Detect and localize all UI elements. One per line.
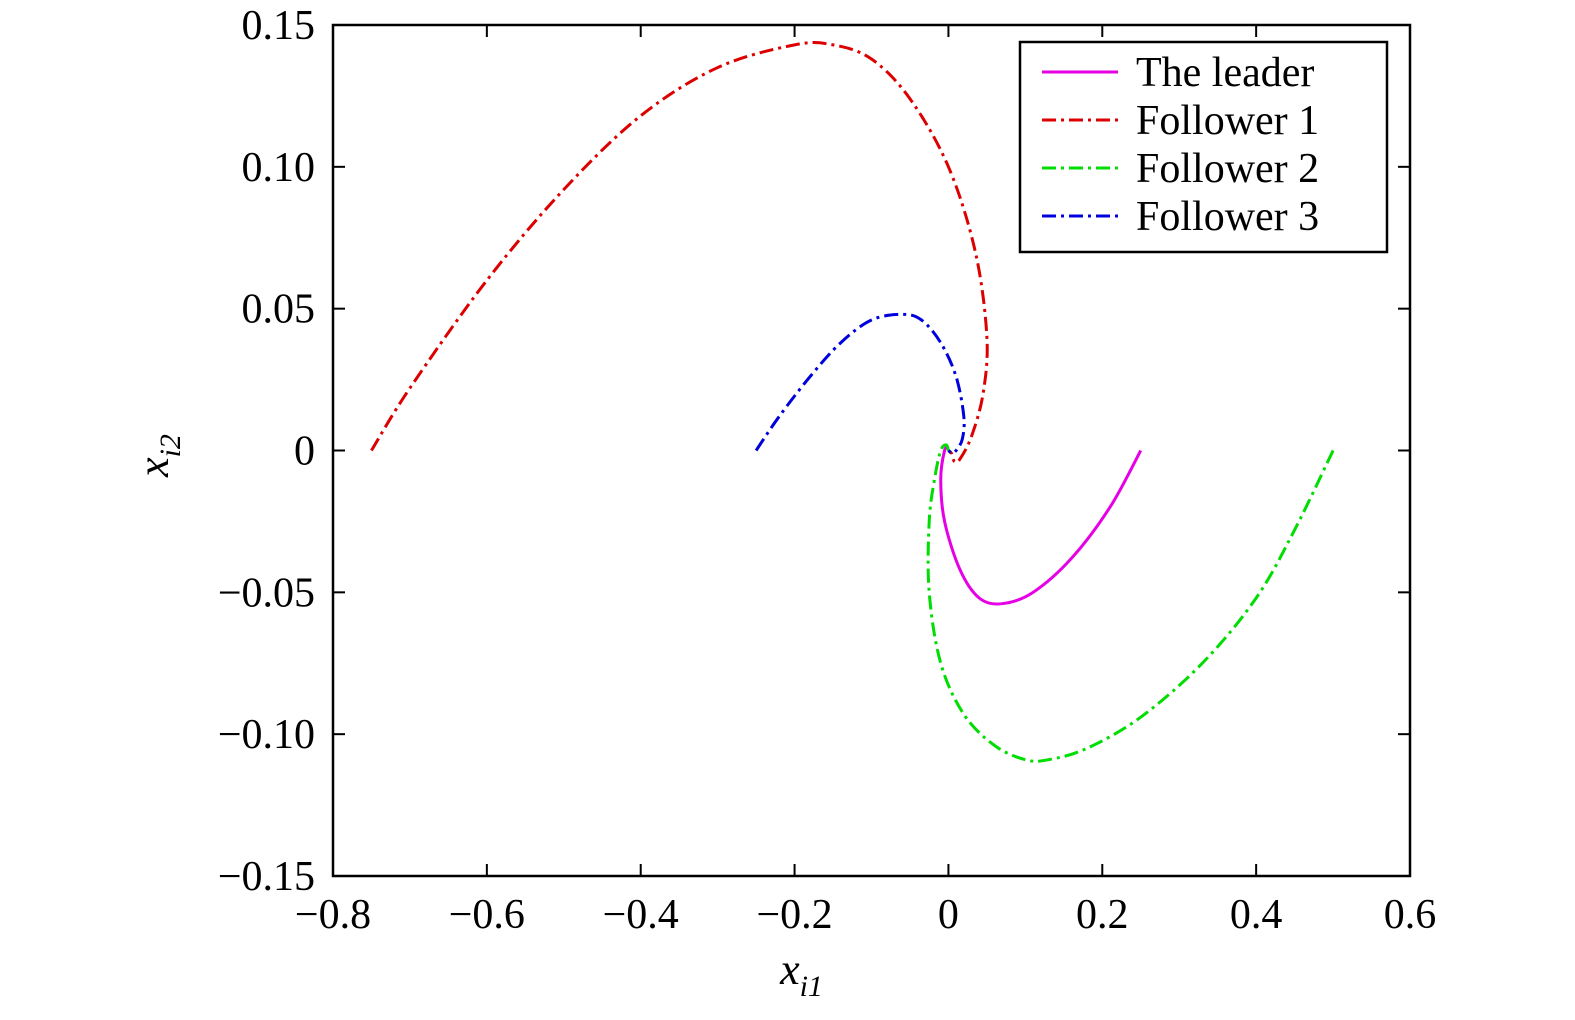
series-line-4	[754, 312, 966, 455]
x-tick-label: −0.6	[449, 892, 525, 938]
x-tick-label: 0.6	[1384, 892, 1437, 938]
y-tick-label: −0.10	[218, 712, 315, 758]
x-tick-label: 0.2	[1076, 892, 1129, 938]
legend-label-1: The leader	[1136, 50, 1314, 96]
y-tick-labels: 0.15 0.10 0.05 0 −0.05 −0.10 −0.15	[218, 3, 315, 900]
y-tick-label: 0.15	[242, 3, 316, 49]
series-layer	[370, 41, 1335, 763]
x-tick-label: −0.8	[295, 892, 371, 938]
y-tick-label: −0.05	[218, 570, 315, 616]
legend-label-3: Follower 2	[1136, 146, 1319, 192]
x-axis-label: xi1	[779, 945, 823, 1003]
x-tick-label: 0.4	[1230, 892, 1283, 938]
y-tick-label: 0.05	[242, 287, 316, 333]
series-line-2	[370, 41, 989, 464]
x-tick-labels: −0.8 −0.6 −0.4 −0.2 0 0.2 0.4 0.6	[295, 892, 1436, 938]
y-tick-label: 0	[294, 429, 315, 475]
series-line-1	[939, 445, 1143, 606]
y-axis-label: xi2	[129, 434, 187, 478]
series-line-3	[926, 443, 1335, 763]
x-tick-label: −0.2	[756, 892, 832, 938]
legend-label-2: Follower 1	[1136, 98, 1319, 144]
x-tick-label: −0.4	[603, 892, 679, 938]
x-tick-label: 0	[938, 892, 959, 938]
y-tick-label: 0.10	[242, 145, 316, 191]
ticks-layer	[332, 24, 1411, 877]
y-tick-label: −0.15	[218, 854, 315, 900]
legend-label-4: Follower 3	[1136, 194, 1319, 240]
